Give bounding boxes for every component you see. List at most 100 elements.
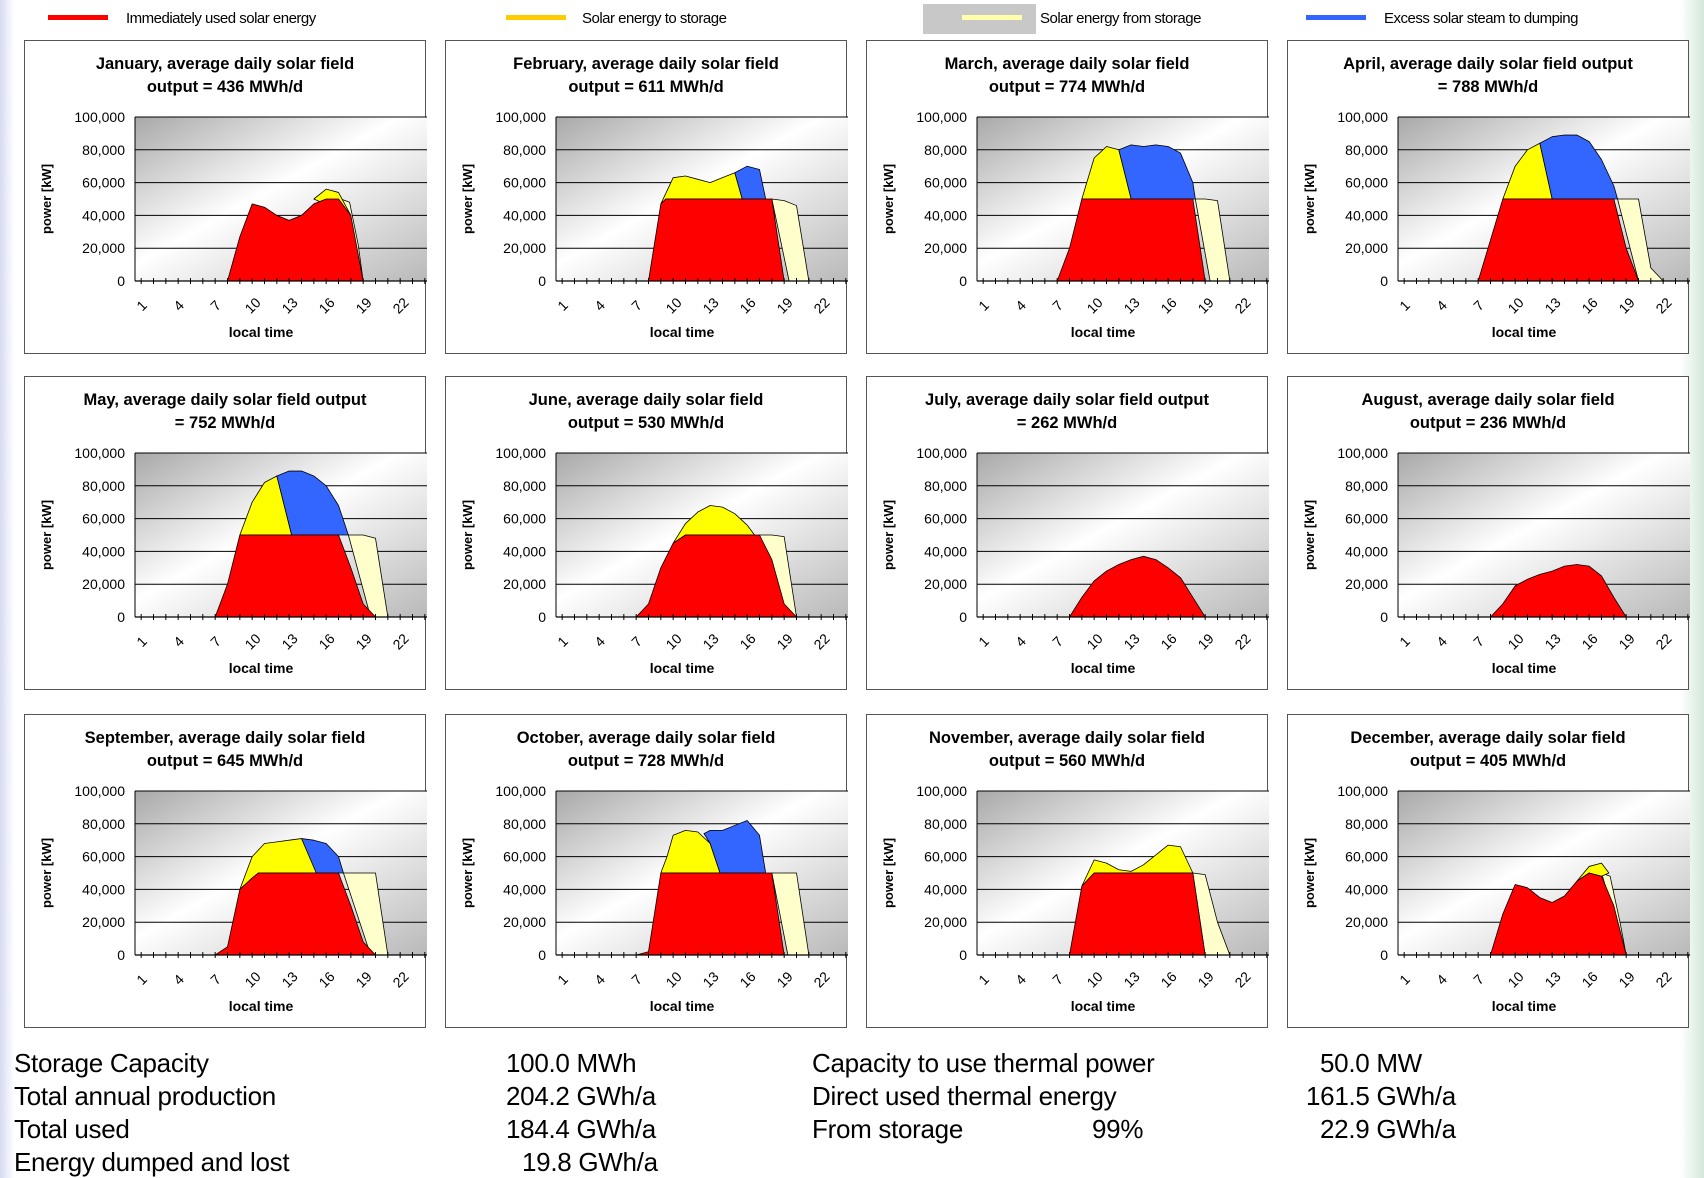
legend-label: Solar energy from storage [1040, 10, 1201, 27]
chart-panel: September, average daily solar field outp… [24, 714, 427, 1028]
x-tick-label: 10 [1504, 968, 1526, 990]
x-tick-label: 16 [1157, 630, 1179, 652]
chart-svg: 0 20,000 40,000 60,000 80,000 100,000 1 4 7 10 13 1… [460, 445, 848, 676]
x-tick-label: 1 [1396, 633, 1413, 650]
chart-title-line: November, average daily solar field [928, 729, 1206, 747]
y-tick-label: 20,000 [924, 576, 967, 592]
x-tick-label: 13 [699, 968, 721, 990]
x-tick-label: 22 [810, 294, 832, 316]
y-tick-label: 0 [538, 947, 546, 963]
y-tick-label: 60,000 [1345, 175, 1388, 191]
direct-used-label: Direct used thermal energy [812, 1081, 1117, 1111]
y-tick-label: 60,000 [82, 849, 125, 865]
chart-svg: 0 20,000 40,000 60,000 80,000 100,000 1 4 7 10 13 1… [39, 783, 427, 1014]
energy-dumped-label: Energy dumped and lost [14, 1147, 290, 1177]
chart-svg: 0 20,000 40,000 60,000 80,000 100,000 1 4 7 10 13 1… [1302, 445, 1690, 676]
y-tick-label: 40,000 [82, 207, 125, 223]
y-axis-label: power [kW] [460, 500, 475, 570]
y-tick-label: 20,000 [924, 914, 967, 930]
chart-panel: December, average daily solar field outpu… [1287, 714, 1690, 1028]
x-tick-label: 1 [1396, 971, 1413, 988]
chart-panel: May, average daily solar field output = 7… [24, 376, 427, 690]
y-tick-label: 40,000 [82, 543, 125, 559]
y-tick-label: 40,000 [503, 881, 546, 897]
x-axis-label: local time [1071, 324, 1136, 340]
x-tick-label: 4 [591, 971, 608, 988]
x-tick-label: 13 [1120, 294, 1142, 316]
summary-stats: Storage Capacity 100.0 MWh Total annual … [0, 1040, 1704, 1177]
x-tick-label: 16 [736, 630, 758, 652]
x-tick-label: 22 [1652, 968, 1674, 990]
legend-label: Immediately used solar energy [126, 10, 316, 27]
y-axis-label: power [kW] [460, 164, 475, 234]
x-tick-label: 22 [1652, 630, 1674, 652]
chart-svg: 0 20,000 40,000 60,000 80,000 100,000 1 4 7 10 13 1… [881, 109, 1269, 340]
y-tick-label: 60,000 [924, 849, 967, 865]
chart-title-line: output = 530 MWh/d [567, 414, 725, 432]
chart-title-line: May, average daily solar field output [83, 391, 367, 409]
x-tick-label: 19 [773, 630, 795, 652]
legend-label: Excess solar steam to dumping [1384, 10, 1578, 27]
y-tick-label: 0 [538, 609, 546, 625]
series-red-area [1056, 198, 1206, 282]
x-tick-label: 13 [1541, 294, 1563, 316]
chart-title: July, average daily solar field output = … [877, 389, 1257, 435]
series-red-area [648, 198, 785, 282]
y-tick-label: 0 [538, 273, 546, 289]
series-red-area [227, 198, 364, 282]
x-tick-label: 1 [975, 297, 992, 314]
x-tick-label: 13 [699, 630, 721, 652]
y-tick-label: 80,000 [1345, 816, 1388, 832]
y-tick-label: 60,000 [1345, 849, 1388, 865]
x-tick-label: 22 [1652, 294, 1674, 316]
y-tick-label: 100,000 [1337, 109, 1388, 125]
x-tick-label: 13 [1541, 968, 1563, 990]
x-axis-label: local time [1071, 998, 1136, 1014]
x-tick-label: 7 [1470, 633, 1487, 650]
x-tick-label: 4 [1433, 297, 1450, 314]
x-tick-label: 13 [699, 294, 721, 316]
y-tick-label: 100,000 [916, 109, 967, 125]
chart-title: October, average daily solar field output… [456, 727, 836, 773]
x-tick-label: 7 [207, 633, 224, 650]
y-tick-label: 40,000 [503, 543, 546, 559]
y-tick-label: 80,000 [924, 478, 967, 494]
series-blue-area [1118, 144, 1196, 200]
chart-title-line: July, average daily solar field output [925, 391, 1209, 409]
x-tick-label: 7 [207, 297, 224, 314]
legend-swatch-red [48, 15, 108, 20]
x-tick-label: 13 [1120, 968, 1142, 990]
x-tick-label: 19 [773, 294, 795, 316]
y-tick-label: 0 [959, 609, 967, 625]
x-tick-label: 7 [1470, 971, 1487, 988]
x-tick-label: 1 [554, 297, 571, 314]
x-tick-label: 10 [241, 630, 263, 652]
x-tick-label: 22 [389, 294, 411, 316]
x-tick-label: 19 [773, 968, 795, 990]
y-tick-label: 100,000 [916, 445, 967, 461]
series-red-area [214, 872, 376, 956]
legend: Immediately used solar energy Solar ener… [0, 0, 1704, 40]
chart-svg: 0 20,000 40,000 60,000 80,000 100,000 1 4 7 10 13 1… [881, 783, 1269, 1014]
y-tick-label: 80,000 [82, 142, 125, 158]
x-tick-label: 19 [352, 294, 374, 316]
x-tick-label: 22 [1231, 968, 1253, 990]
y-tick-label: 40,000 [924, 881, 967, 897]
chart-svg: 0 20,000 40,000 60,000 80,000 100,000 1 4 7 10 13 1… [460, 783, 848, 1014]
x-axis-label: local time [650, 324, 715, 340]
x-tick-label: 19 [1194, 630, 1216, 652]
series-red-area [1069, 872, 1206, 956]
y-tick-label: 0 [1380, 947, 1388, 963]
x-tick-label: 1 [554, 971, 571, 988]
chart-title-line: = 752 MWh/d [174, 414, 276, 432]
x-tick-label: 16 [1157, 294, 1179, 316]
x-tick-label: 19 [1194, 968, 1216, 990]
x-tick-label: 22 [810, 968, 832, 990]
chart-panel: January, average daily solar field output… [24, 40, 427, 354]
from-storage-value: 22.9 GWh/a [1320, 1114, 1456, 1144]
x-axis-label: local time [1492, 998, 1557, 1014]
y-tick-label: 60,000 [1345, 511, 1388, 527]
series-red-area [635, 534, 797, 618]
y-tick-label: 0 [959, 273, 967, 289]
x-tick-label: 4 [1433, 971, 1450, 988]
